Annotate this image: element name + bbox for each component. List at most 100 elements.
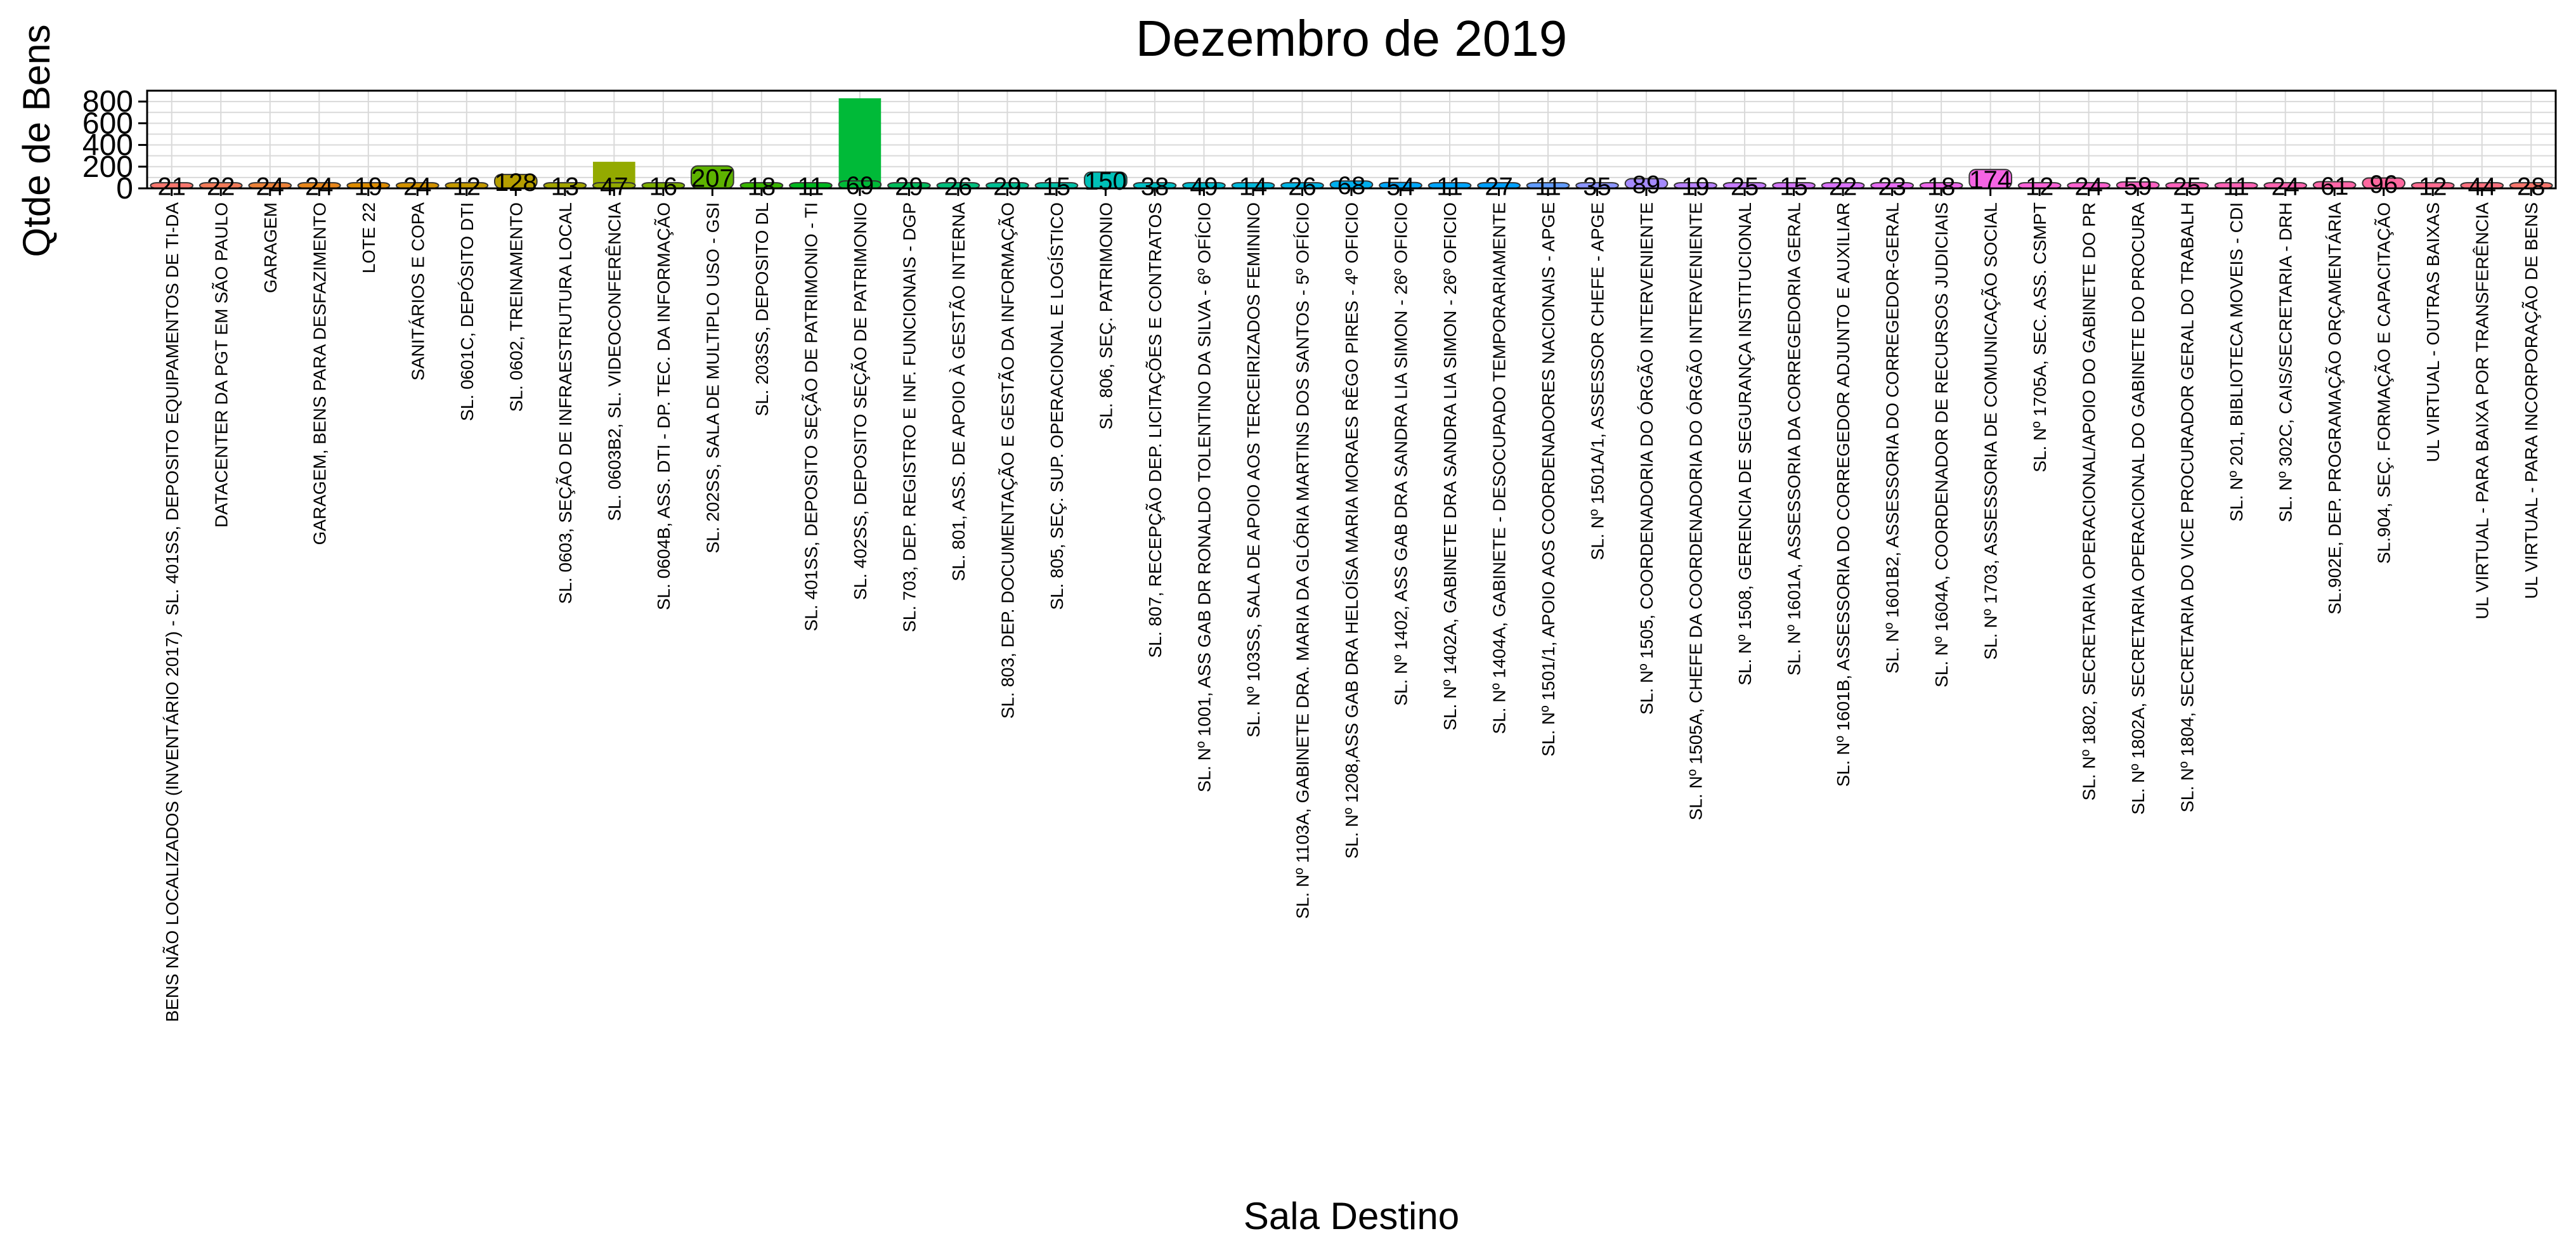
data-label: 24 — [256, 173, 285, 201]
data-label: 12 — [2026, 173, 2054, 201]
x-tick-label: SANITÁRIOS E COPA — [408, 202, 427, 381]
x-tick-label: SL. Nº 1802, SECRETARIA OPERACIONAL/APOI… — [2079, 202, 2099, 800]
data-label: 26 — [1288, 173, 1317, 201]
data-label: 12 — [2419, 173, 2447, 201]
x-tick-label: GARAGEM, BENS PARA DESFAZIMENTO — [309, 202, 329, 545]
y-tick-label: 800 — [82, 85, 133, 119]
data-label: 54 — [1386, 173, 1415, 200]
x-tick-label: SL. Nº 1001, ASS GAB DR RONALDO TOLENTIN… — [1194, 202, 1214, 792]
data-label: 18 — [748, 173, 776, 201]
x-tick-label: SL. 0603, SEÇÃO DE INFRAESTRUTURA LOCAL — [556, 202, 575, 604]
x-tick-label: SL. 807, RECEPÇÃO DEP. LICITAÇÕES E CONT… — [1145, 202, 1165, 658]
x-tick-label: SL. Nº 1505, COORDENADORIA DO ÓRGÃO INTE… — [1637, 202, 1656, 715]
data-label: 22 — [1829, 173, 1857, 201]
bar-extra — [838, 98, 881, 188]
y-tick-label: 0 — [116, 172, 133, 205]
data-label: 24 — [305, 173, 334, 201]
x-tick-label: SL. Nº 1402A, GABINETE DRA SANDRA LIA SI… — [1440, 202, 1460, 731]
data-label: 44 — [2468, 173, 2496, 201]
x-tick-label: SL. 203SS, DEPOSITO DL — [752, 202, 772, 416]
x-tick-label: SL. Nº 1404A, GABINETE - DESOCUPADO TEMP… — [1490, 202, 1509, 734]
y-tick-label: 600 — [82, 107, 133, 140]
data-label: 19 — [355, 173, 383, 201]
data-label: 29 — [993, 173, 1022, 201]
data-label: 12 — [453, 173, 481, 201]
x-tick-label: SL. Nº 1604A, COORDENADOR DE RECURSOS JU… — [1932, 202, 1951, 687]
data-label: 15 — [1043, 173, 1071, 201]
x-tick-label: SL.902E, DEP. PROGRAMAÇÃO ORÇAMENTÁRIA — [2325, 202, 2345, 615]
data-label: 24 — [403, 173, 432, 201]
x-tick-label: BENS NÃO LOCALIZADOS (INVENTÁRIO 2017) -… — [162, 202, 182, 1022]
x-tick-label: SL. Nº 1802A, SECRETARIA OPERACIONAL DO … — [2128, 202, 2148, 815]
x-tick-label: SL. 0604B, ASS. DTI - DP. TEC. DA INFORM… — [654, 202, 673, 610]
x-tick-label: SL. 0603B2, SL. VIDEOCONFERÊNCIA — [604, 202, 624, 521]
x-tick-label: DATACENTER DA PGT EM SÃO PAULO — [211, 202, 231, 528]
data-label: 26 — [944, 173, 973, 201]
data-label: 28 — [2517, 173, 2546, 201]
data-label: 11 — [1436, 173, 1463, 201]
data-label: 27 — [1485, 173, 1513, 201]
x-tick-label: SL. 202SS, SALA DE MULTIPLO USO - GSI — [703, 202, 722, 553]
data-label: 21 — [158, 173, 186, 201]
data-label: 23 — [1878, 173, 1906, 201]
data-label: 59 — [2124, 173, 2152, 200]
y-axis-title: Qtde de Bens — [15, 25, 58, 257]
x-tick-label: SL. Nº 1501A/1, ASSESSOR CHEFE - APGE — [1588, 202, 1608, 560]
data-label: 14 — [1239, 173, 1268, 201]
x-tick-label: LOTE 22 — [359, 202, 379, 273]
data-label: 19 — [1681, 173, 1710, 201]
data-label: 24 — [2271, 173, 2300, 201]
data-label: 18 — [1927, 173, 1956, 201]
y-tick-label: 400 — [82, 129, 133, 162]
x-tick-label: SL. Nº 1601B, ASSESSORIA DO CORREGEDOR A… — [1833, 202, 1853, 787]
x-tick-label: SL. Nº 1402, ASS GAB DRA SANDRA LIA SIMO… — [1391, 202, 1411, 706]
x-tick-label: UL VIRTUAL - PARA INCORPORAÇÃO DE BENS — [2521, 202, 2541, 599]
x-tick-label: SL. Nº 201, BIBLIOTECA MOVEIS - CDI — [2227, 202, 2246, 522]
x-tick-label: SL. 402SS, DEPOSITO SEÇÃO DE PATRIMONIO — [850, 202, 870, 600]
data-label: 29 — [895, 173, 923, 201]
x-tick-label: SL. 803, DEP. DOCUMENTAÇÃO E GESTÃO DA I… — [998, 202, 1017, 719]
x-tick-label: UL VIRTUAL - OUTRAS BAIXAS — [2423, 202, 2443, 462]
x-tick-label: SL. 0601C, DEPÓSITO DTI — [457, 202, 477, 421]
x-tick-label: SL. Nº 1501/1, APOIO AOS COORDENADORES N… — [1538, 202, 1558, 757]
x-tick-label: SL. Nº 1804, SECRETARIA DO VICE PROCURAD… — [2178, 202, 2197, 812]
data-label: 22 — [207, 173, 235, 201]
data-label: 11 — [1535, 173, 1561, 201]
data-label: 25 — [1731, 173, 1759, 201]
x-tick-label: SL. 806, SEÇ. PATRIMONIO — [1096, 202, 1116, 429]
x-tick-label: SL.904, SEÇ. FORMAÇÃO E CAPACITAÇÃO — [2374, 202, 2394, 564]
data-label: 11 — [2223, 173, 2249, 201]
data-label: 25 — [2173, 173, 2201, 201]
data-label: 61 — [2320, 173, 2349, 200]
x-tick-label: SL. Nº 1103A, GABINETE DRA. MARIA DA GLÓ… — [1292, 202, 1312, 919]
x-tick-label: SL. Nº 1703, ASSESSORIA DE COMUNICAÇÃO S… — [1981, 202, 2001, 660]
chart-title: Dezembro de 2019 — [1136, 10, 1567, 67]
x-tick-label: SL. Nº 1508, GERENCIA DE SEGURANÇA INSTI… — [1735, 202, 1755, 686]
x-tick-label: SL. 801, ASS. DE APOIO À GESTÃO INTERNA — [949, 202, 968, 582]
x-tick-label: SL. 703, DEP. REGISTRO E INF. FUNCIONAIS… — [899, 202, 919, 632]
x-tick-label: SL. Nº 1208,ASS GAB DRA HELOÍSA MARIA MO… — [1342, 202, 1362, 859]
data-label: 35 — [1583, 173, 1611, 201]
x-tick-label: SL. 0602, TREINAMENTO — [506, 202, 526, 412]
data-label: 11 — [798, 173, 824, 201]
data-label: 15 — [1779, 173, 1808, 201]
x-tick-label: GARAGEM — [261, 202, 280, 293]
x-tick-label: SL. Nº 1505A, CHEFE DA COORDENADORIA DO … — [1686, 202, 1706, 820]
data-label: 16 — [649, 173, 678, 201]
data-label: 24 — [2074, 173, 2103, 201]
x-tick-label: SL. Nº 1601B2, ASSESSORIA DO CORREGEDOR-… — [1883, 202, 1903, 674]
data-label: 38 — [1141, 173, 1169, 201]
data-label: 13 — [551, 173, 580, 201]
data-label: 49 — [1190, 173, 1218, 201]
y-tick-label: 200 — [82, 150, 133, 184]
x-axis-title: Sala Destino — [1244, 1195, 1459, 1237]
x-tick-label: SL. 401SS, DEPOSITO SEÇÃO DE PATRIMONIO … — [801, 202, 821, 631]
data-label: 47 — [600, 173, 628, 201]
x-tick-label: SL. Nº 1601A, ASSESSORIA DA CORREGEDORIA… — [1785, 202, 1804, 675]
plot-area: 21 22 24 24 19 24 12 128 13 47 16 207 18 11 69 29 26 29 15… — [82, 85, 2557, 1022]
x-tick-label: UL VIRTUAL - PARA BAIXA POR TRANSFERÊNCI… — [2473, 202, 2492, 620]
x-tick-label: SL. Nº 1705A, SEC. ASS. CSMPT — [2030, 202, 2050, 472]
x-tick-label: SL. Nº 103SS, SALA DE APOIO AOS TERCEIRI… — [1244, 202, 1263, 738]
x-tick-label: SL. 805, SEÇ. SUP. OPERACIONAL E LOGÍSTI… — [1047, 202, 1067, 610]
